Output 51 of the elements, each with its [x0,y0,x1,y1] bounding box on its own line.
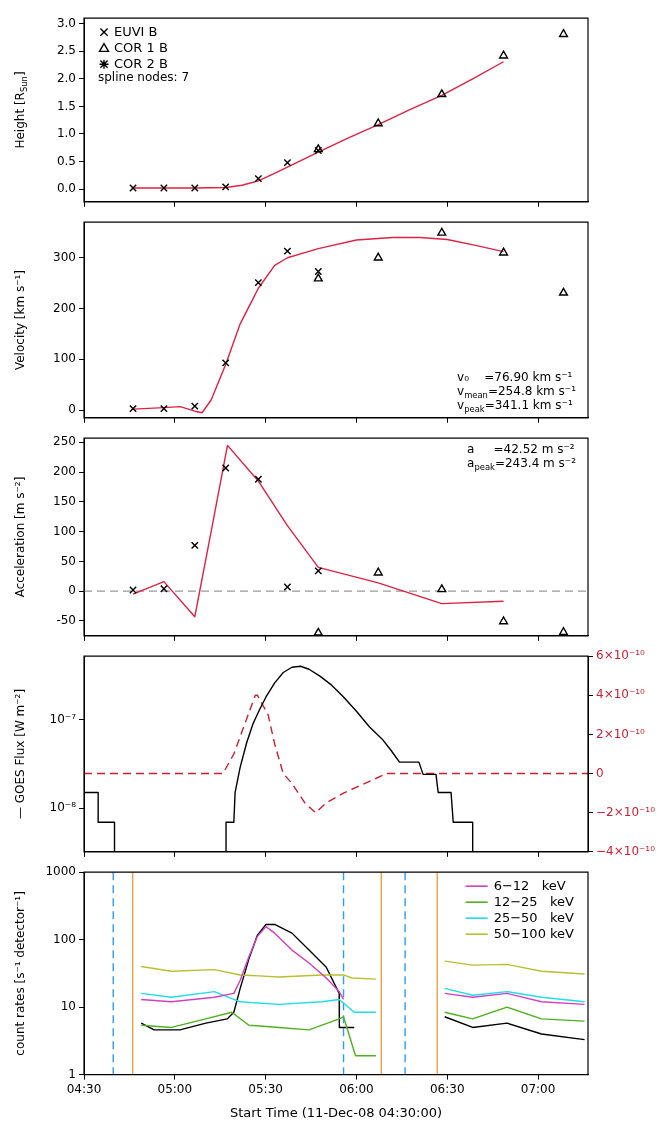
y-tick-label: 250 [53,434,76,449]
y-tick-label: 300 [53,249,76,264]
y-tick-label: 10⁻⁷ [49,711,77,726]
y-tick-label: 100 [53,523,76,538]
annotation: spline nodes: 7 [98,70,190,85]
legend-label: COR 1 B [114,39,168,55]
x-tick-label: 05:00 [157,1081,193,1096]
y-axis-title: count rates [s⁻¹ detector⁻¹] [13,891,28,1056]
y-tick-label: 3.0 [56,15,76,30]
y2-tick-label: −2×10⁻¹⁰ [596,804,656,819]
y-tick-label: 2.5 [56,43,76,58]
legend-label: 50−100 keV [493,925,575,941]
annotation: v₀ =76.90 km s⁻¹ [457,369,573,384]
y-tick-label: 0.5 [56,153,76,168]
y-tick-label: 0 [68,583,76,598]
y2-tick-label: 4×10⁻¹⁰ [596,687,646,702]
legend-label: 25−50 keV [493,909,575,925]
y-tick-label: 50 [60,553,76,568]
y-tick-label: 100 [53,351,76,366]
y-tick-label: 10⁻⁸ [49,800,77,815]
legend-label: COR 2 B [114,55,168,71]
x-tick-label: 06:00 [339,1081,374,1096]
x-tick-label: 07:00 [520,1081,556,1096]
y-tick-label: 1 [68,1066,76,1081]
y-axis-title: Velocity [km s⁻¹] [13,269,28,371]
y-tick-label: 200 [53,464,76,479]
legend-label: 12−25 keV [493,893,575,909]
y-tick-label: 0 [68,402,76,417]
y-tick-label: -50 [56,613,76,628]
y-tick-label: 1.5 [56,98,76,113]
y-tick-label: 10 [60,999,76,1014]
x-tick-label: 05:30 [248,1081,283,1096]
x-tick-label: 04:30 [66,1081,102,1096]
y-tick-label: 0.0 [56,181,76,196]
legend-label: EUVI B [114,23,158,39]
x-tick-label: 06:30 [429,1081,465,1096]
y-tick-label: 100 [53,931,76,946]
y-tick-label: 200 [53,300,76,315]
y2-tick-label: 2×10⁻¹⁰ [596,726,646,741]
y2-tick-label: 6×10⁻¹⁰ [596,648,646,663]
y2-tick-label: 0 [596,765,604,780]
y-axis-title: — GOES Flux [W m⁻²] [13,688,28,820]
x-axis-title: Start Time (11-Dec-08 04:30:00) [229,1105,443,1121]
y-tick-label: 150 [53,494,76,509]
y-tick-label: 1.0 [56,126,76,141]
y-tick-label: 2.0 [56,70,76,85]
y-axis-title: Acceleration [m s⁻²] [13,476,28,598]
legend-label: 6−12 keV [493,877,566,893]
y-tick-label: 1000 [45,864,76,879]
y2-tick-label: −4×10⁻¹⁰ [596,843,656,858]
annotation: a =42.52 m s⁻² [467,442,575,457]
